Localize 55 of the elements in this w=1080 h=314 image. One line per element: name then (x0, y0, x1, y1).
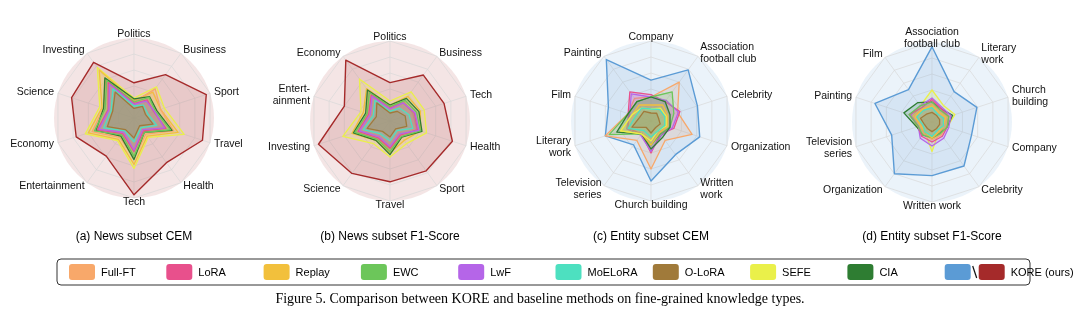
spoke-label: Investing (42, 42, 85, 55)
legend-label: EWC (392, 266, 419, 278)
spoke-label: Television series (555, 175, 602, 200)
spoke-label: Politics (117, 26, 151, 39)
text: (c) Entity subset CEM (592, 229, 710, 243)
spoke-label: Association football club (700, 39, 757, 64)
legend-label: Replay (295, 266, 331, 278)
spoke-label: Company (1011, 140, 1058, 153)
spoke-label: Film (551, 87, 572, 100)
spoke-label: Celebrity (981, 182, 1024, 195)
spoke-label: Film (862, 46, 883, 59)
spoke-label: Economy (10, 136, 55, 149)
spoke-label: Travel (213, 136, 243, 149)
spoke-label: Tech (122, 194, 146, 207)
spoke-label: Written work (699, 175, 734, 200)
spoke-label: Church building (1011, 82, 1049, 107)
spoke-label: Investing (268, 139, 311, 152)
spoke-label: Literary work (536, 133, 572, 158)
legend-label: MoELoRA (587, 266, 639, 278)
spoke-label: Organization (823, 182, 883, 195)
spoke-label: Sport (213, 84, 240, 97)
text: (a) News subset CEM (75, 229, 193, 243)
legend-label: CIA (879, 266, 899, 278)
spoke-label: Science (303, 181, 341, 194)
spoke-label: Tech (469, 87, 493, 100)
spoke-label: Entertainment (19, 178, 85, 191)
legend-label: SEFE (782, 266, 811, 278)
caption: Figure 5. Comparison between KORE and baseline methods on fine-grained knowledge types. (275, 291, 805, 306)
spoke-label: Literary work (980, 40, 1018, 65)
legend-label: Full-FT (101, 266, 137, 278)
spoke-label: Entert- ainment (272, 81, 311, 106)
legend-label: LoRA (198, 266, 227, 278)
text: (d) Entity subset F1-Score (862, 229, 1003, 243)
spoke-label: Celebrity (730, 87, 774, 100)
spoke-label: Painting (814, 88, 853, 101)
spoke-label: Politics (373, 29, 407, 42)
spoke-label: Science (16, 84, 55, 97)
spoke-label: Organization (730, 139, 791, 152)
spoke-label: Written work (902, 198, 962, 211)
spoke-label: Television series (806, 134, 853, 159)
spoke-label: Business (439, 45, 482, 58)
legend-label: O-LoRA (684, 266, 726, 278)
spoke-label: Health (183, 178, 214, 191)
spoke-label: Business (183, 42, 226, 55)
spoke-label: Economy (296, 45, 342, 58)
text: (b) News subset F1-Score (320, 229, 461, 243)
spoke-label: Health (469, 139, 501, 152)
spoke-label: Sport (439, 181, 465, 194)
spoke-label: Painting (563, 45, 602, 58)
spoke-label: Travel (375, 197, 405, 210)
spoke-label: Company (628, 29, 675, 42)
legend-label: KORE (ours) (1010, 266, 1074, 278)
spoke-label: Association football club (903, 24, 961, 49)
legend-label: LwF (490, 266, 512, 278)
spoke-label: Church building (614, 197, 688, 210)
